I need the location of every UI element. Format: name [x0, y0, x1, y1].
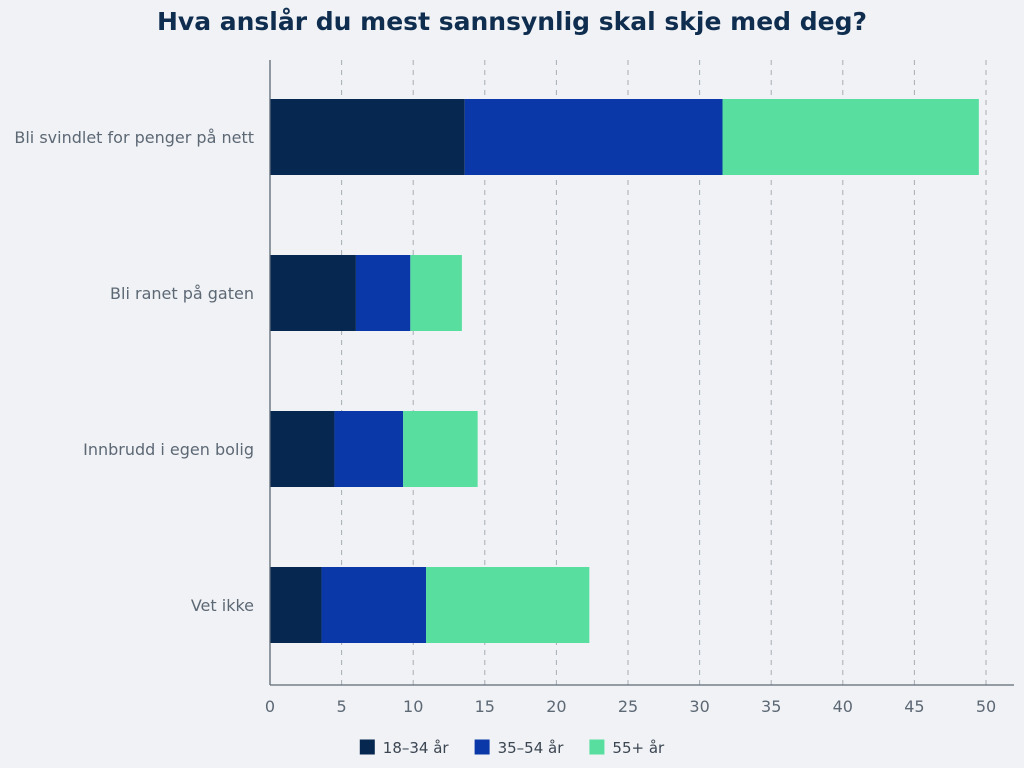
- category-label: Bli ranet på gaten: [110, 284, 254, 303]
- category-labels: Bli svindlet for penger på nett Bli ranet…: [14, 128, 254, 615]
- x-tick-label: 40: [833, 697, 853, 716]
- bars: [270, 99, 979, 643]
- bar-segment: [270, 99, 465, 175]
- x-tick-label: 10: [403, 697, 423, 716]
- x-tick-labels: 0 5 10 15 20 25 30 35 40 45 50: [265, 697, 996, 716]
- legend: 18–34 år 35–54 år 55+ år: [359, 739, 665, 757]
- legend-label: 55+ år: [612, 739, 665, 757]
- bar-segment: [464, 99, 723, 175]
- category-label: Innbrudd i egen bolig: [83, 440, 254, 459]
- category-label: Vet ikke: [191, 596, 254, 615]
- bar-segment: [403, 411, 478, 487]
- bar-segment: [270, 567, 322, 643]
- bar-segment: [270, 411, 335, 487]
- bar-segment: [321, 567, 427, 643]
- x-tick-label: 45: [904, 697, 924, 716]
- legend-swatch: [359, 739, 375, 755]
- bar-segment: [722, 99, 979, 175]
- x-tick-label: 5: [337, 697, 347, 716]
- legend-swatch: [589, 739, 605, 755]
- x-tick-label: 15: [475, 697, 495, 716]
- bar-segment: [426, 567, 590, 643]
- bar-segment: [270, 255, 356, 331]
- legend-swatch: [474, 739, 490, 755]
- bar-segment: [334, 411, 404, 487]
- x-tick-label: 30: [689, 697, 709, 716]
- x-tick-label: 50: [976, 697, 996, 716]
- chart-title: Hva anslår du mest sannsynlig skal skje …: [157, 7, 867, 36]
- x-tick-label: 35: [761, 697, 781, 716]
- axes: [269, 60, 1014, 686]
- x-tick-label: 25: [618, 697, 638, 716]
- x-tick-label: 20: [546, 697, 566, 716]
- bar-segment: [410, 255, 462, 331]
- bar-segment: [355, 255, 411, 331]
- legend-label: 18–34 år: [383, 739, 450, 757]
- category-label: Bli svindlet for penger på nett: [14, 128, 254, 147]
- x-tick-label: 0: [265, 697, 275, 716]
- legend-label: 35–54 år: [498, 739, 565, 757]
